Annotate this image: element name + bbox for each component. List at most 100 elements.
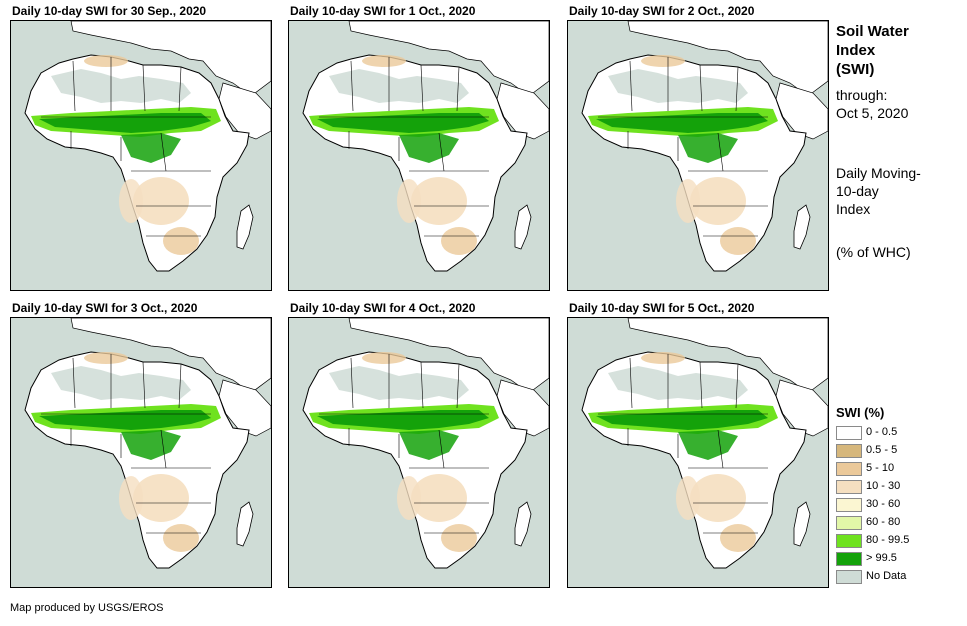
country-borders [319, 354, 489, 534]
dry-patch [163, 524, 199, 552]
sahara-nodata [51, 69, 191, 103]
legend-label: 60 - 80 [866, 516, 901, 528]
legend-item: 10 - 30 [836, 478, 961, 496]
panel-title: Daily 10-day SWI for 5 Oct., 2020 [569, 301, 755, 315]
madagascar-landmass [793, 501, 811, 547]
saturated-core [317, 113, 489, 133]
legend-item: 5 - 10 [836, 460, 961, 478]
africa-map-svg [302, 318, 549, 569]
legend-label: 0 - 0.5 [866, 426, 898, 438]
map-panel-4: Daily 10-day SWI for 3 Oct., 2020 [10, 301, 272, 588]
europe-landmass [348, 318, 549, 394]
legend-item: 80 - 99.5 [836, 532, 961, 550]
madagascar-landmass [514, 204, 532, 250]
dry-patch [676, 476, 700, 520]
legend-label: 80 - 99.5 [866, 534, 910, 546]
legend-label: No Data [866, 570, 907, 582]
dry-patch [641, 55, 685, 67]
europe-landmass [348, 21, 549, 97]
saturated-core [39, 113, 211, 133]
sahara-nodata [608, 69, 748, 103]
sahara-nodata [51, 366, 191, 400]
africa-map-svg [302, 21, 549, 272]
panel-title: Daily 10-day SWI for 1 Oct., 2020 [290, 4, 476, 18]
map-panel-1: Daily 10-day SWI for 30 Sep., 2020 [10, 4, 272, 291]
description-line: Index [836, 201, 871, 217]
saturated-core [596, 113, 768, 133]
saturated-core [121, 430, 181, 460]
legend-swatch [836, 552, 862, 566]
units-label: (% of WHC) [836, 244, 911, 260]
legend-item: 0.5 - 5 [836, 442, 961, 460]
legend-swatch [836, 534, 862, 548]
country-borders [319, 57, 489, 237]
through-block: through: Oct 5, 2020 [836, 86, 908, 122]
madagascar-landmass [793, 204, 811, 250]
dry-patch [690, 474, 746, 522]
africa-map-svg [581, 318, 828, 569]
dry-patch [676, 179, 700, 223]
legend-title: SWI (%) [836, 405, 885, 420]
legend: SWI (%) 0 - 0.5 0.5 - 5 5 - 10 10 - 30 30 - … [836, 405, 961, 586]
swi-map [567, 317, 829, 588]
saturated-core [399, 430, 459, 460]
europe-landmass [627, 21, 828, 97]
legend-label: 0.5 - 5 [866, 444, 898, 456]
dry-patch [119, 476, 143, 520]
madagascar-landmass [236, 501, 254, 547]
dry-patch [720, 227, 756, 255]
map-panel-5: Daily 10-day SWI for 4 Oct., 2020 [288, 301, 550, 588]
sahara-nodata [608, 366, 748, 400]
dry-patch [397, 476, 421, 520]
dry-patch [641, 352, 685, 364]
dry-patch [362, 55, 406, 67]
europe-landmass [627, 318, 828, 394]
legend-label: 30 - 60 [866, 498, 901, 510]
saturated-core [678, 133, 738, 163]
saturated-core [121, 133, 181, 163]
credit-text: Map produced by USGS/EROS [10, 602, 164, 614]
sidebar-title-line: Index [836, 42, 876, 59]
legend-swatch [836, 462, 862, 476]
country-borders [598, 57, 768, 237]
madagascar-landmass [514, 501, 532, 547]
saturated-core [39, 410, 211, 430]
dry-patch [397, 179, 421, 223]
dry-patch [411, 474, 467, 522]
legend-swatch [836, 426, 862, 440]
africa-map-svg [24, 318, 271, 569]
swi-map [10, 20, 272, 291]
panel-title: Daily 10-day SWI for 2 Oct., 2020 [569, 4, 755, 18]
description-line: Daily Moving- [836, 165, 921, 181]
dry-patch [411, 177, 467, 225]
dry-patch [163, 227, 199, 255]
dry-patch [84, 55, 128, 67]
saturated-core [678, 430, 738, 460]
sidebar-title-line: (SWI) [836, 61, 875, 78]
dry-patch [690, 177, 746, 225]
legend-label: > 99.5 [866, 552, 897, 564]
legend-swatch [836, 498, 862, 512]
legend-swatch [836, 570, 862, 584]
dry-patch [133, 177, 189, 225]
europe-landmass [70, 318, 271, 394]
sahara-nodata [329, 366, 469, 400]
sahara-nodata [329, 69, 469, 103]
legend-label: 5 - 10 [866, 462, 895, 474]
africa-map-svg [581, 21, 828, 272]
map-panel-6: Daily 10-day SWI for 5 Oct., 2020 [567, 301, 829, 588]
map-panel-2: Daily 10-day SWI for 1 Oct., 2020 [288, 4, 550, 291]
description-block: Daily Moving- 10-day Index [836, 164, 921, 218]
legend-item: 60 - 80 [836, 514, 961, 532]
legend-label: 10 - 30 [866, 480, 901, 492]
description-line: 10-day [836, 183, 879, 199]
country-borders [41, 354, 211, 534]
saturated-core [317, 410, 489, 430]
panel-title: Daily 10-day SWI for 4 Oct., 2020 [290, 301, 476, 315]
dry-patch [441, 227, 477, 255]
sidebar-title: Soil Water Index (SWI) [836, 22, 909, 79]
country-borders [41, 57, 211, 237]
panel-title: Daily 10-day SWI for 30 Sep., 2020 [12, 4, 207, 18]
legend-swatch [836, 444, 862, 458]
legend-item: > 99.5 [836, 550, 961, 568]
